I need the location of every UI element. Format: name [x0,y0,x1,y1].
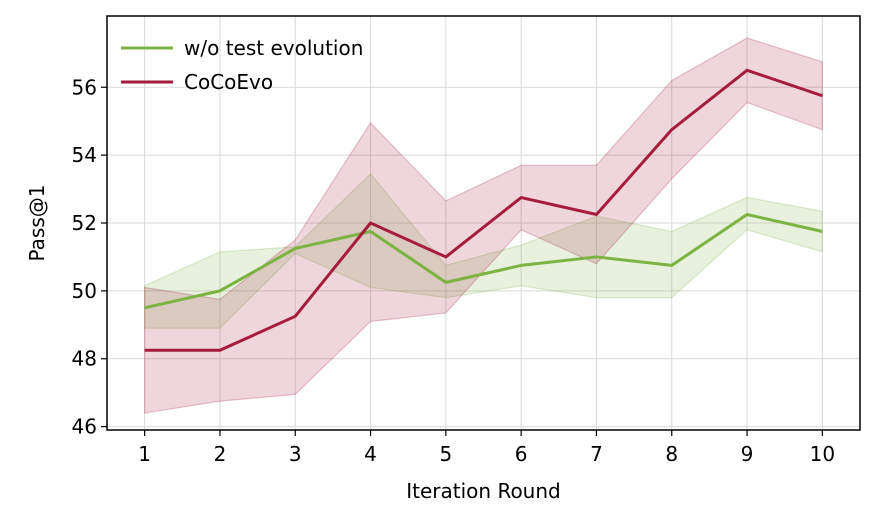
y-tick-label: 46 [72,415,97,439]
grid [107,16,860,430]
x-tick-label: 4 [364,442,377,466]
x-tick-label: 8 [665,442,678,466]
x-tick-label: 2 [214,442,227,466]
y-axis-label: Pass@1 [25,185,49,262]
y-tick-label: 48 [72,347,97,371]
y-tick-label: 54 [72,143,97,167]
x-tick-label: 9 [741,442,754,466]
legend-label-cocoevo: CoCoEvo [184,70,273,94]
series-line-0 [144,213,823,310]
legend: w/o test evolution CoCoEvo [121,36,363,94]
y-tick-label: 50 [72,279,97,303]
series-lines [144,68,823,352]
x-tick-label: 7 [590,442,603,466]
x-tick-label: 1 [138,442,151,466]
confidence-band-series-0 [144,172,823,329]
x-tick-label: 3 [289,442,302,466]
legend-label-w-o-test-evolution: w/o test evolution [184,36,363,60]
x-axis-label: Iteration Round [406,479,560,503]
y-tick-label: 56 [72,75,97,99]
x-tick-label: 5 [439,442,452,466]
series-line-1 [144,68,823,352]
x-tick-label: 6 [515,442,528,466]
x-tick-label: 10 [810,442,835,466]
y-tick-label: 52 [72,211,97,235]
